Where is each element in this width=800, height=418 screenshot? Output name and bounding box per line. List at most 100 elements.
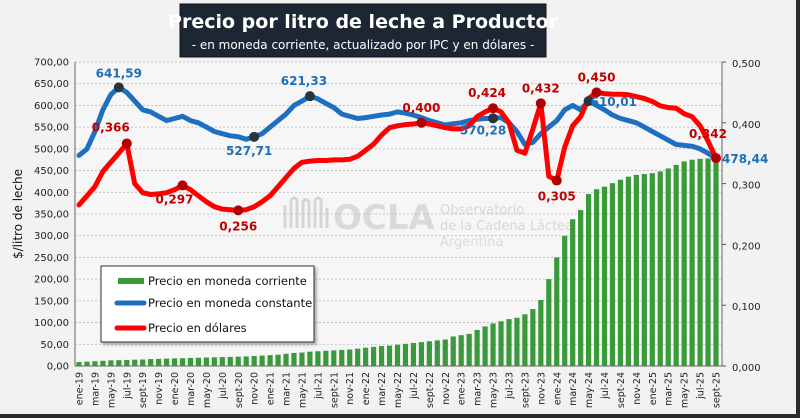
- bar-moneda-corriente: [323, 350, 329, 366]
- x-tick-label: sept-24: [616, 372, 627, 408]
- x-tick-label: sept-25: [712, 372, 723, 408]
- bar-moneda-corriente: [156, 358, 162, 366]
- data-label-dolares: 0,424: [468, 86, 506, 100]
- bar-moneda-corriente: [76, 362, 82, 366]
- y-right-tick-label: 0,000: [732, 363, 761, 374]
- x-tick-label: jul-21: [313, 372, 324, 400]
- x-tick-label: ene-25: [648, 372, 659, 405]
- bar-moneda-corriente: [625, 176, 632, 366]
- x-tick-label: mar-20: [186, 372, 197, 406]
- bar-moneda-corriente: [570, 219, 576, 366]
- bar-moneda-corriente: [514, 317, 520, 366]
- bar-moneda-corriente: [689, 159, 695, 366]
- data-label-dolares: 0,342: [689, 127, 727, 141]
- bar-moneda-corriente: [363, 347, 369, 366]
- bar-moneda-corriente: [124, 359, 130, 366]
- y-left-tick-label: 600,00: [34, 101, 69, 112]
- marker-dolares: [591, 87, 602, 98]
- ocla-watermark: OCLA Observatorio de la Cadena Láctea Ar…: [283, 196, 573, 250]
- bar-moneda-corriente: [426, 341, 432, 366]
- bar-moneda-corriente: [665, 168, 671, 366]
- data-label-moneda-constante: 527,71: [226, 144, 272, 158]
- x-tick-label: mar-24: [568, 372, 579, 406]
- x-tick-label: jul-24: [600, 372, 611, 400]
- bar-moneda-corriente: [148, 359, 154, 366]
- legend: Precio en moneda corriente Precio en mon…: [100, 265, 315, 343]
- bar-moneda-corriente: [347, 349, 353, 366]
- bar-moneda-corriente: [442, 339, 448, 366]
- bar-moneda-corriente: [410, 342, 417, 366]
- y-left-tick-label: 350,00: [34, 210, 69, 221]
- marker-dolares: [233, 205, 244, 216]
- data-label-dolares: 0,432: [522, 81, 560, 95]
- legend-swatch-corriente: [118, 278, 144, 284]
- bar-moneda-corriente: [546, 279, 552, 366]
- y-left-tick-label: 650,00: [34, 79, 69, 90]
- x-tick-label: ene-22: [361, 372, 372, 405]
- bar-moneda-corriente: [355, 348, 361, 366]
- bar-moneda-corriente: [434, 340, 440, 366]
- marker-moneda-constante: [583, 96, 594, 107]
- bar-moneda-corriente: [84, 361, 90, 366]
- y-left-tick-label: 300,00: [34, 231, 69, 242]
- y-left-tick-label: 700,00: [34, 58, 69, 69]
- bar-moneda-corriente: [522, 314, 528, 366]
- bar-moneda-corriente: [586, 194, 592, 366]
- bars-moneda-corriente: [76, 158, 719, 366]
- watermark-line1: Observatorio: [440, 203, 524, 218]
- bar-moneda-corriente: [331, 350, 337, 366]
- legend-label-corriente: Precio en moneda corriente: [148, 274, 307, 288]
- bar-moneda-corriente: [466, 333, 472, 366]
- bar-moneda-corriente: [394, 344, 401, 366]
- bar-moneda-corriente: [243, 356, 249, 366]
- x-tick-label: may-21: [297, 372, 308, 408]
- data-label-dolares: 0,400: [402, 101, 440, 115]
- bar-moneda-corriente: [339, 349, 345, 366]
- x-tick-label: may-24: [584, 372, 595, 408]
- bar-moneda-corriente: [132, 359, 138, 366]
- bar-moneda-corriente: [450, 336, 456, 366]
- bar-moneda-corriente: [490, 323, 496, 366]
- x-tick-label: nov-21: [345, 372, 356, 405]
- bar-moneda-corriente: [593, 189, 600, 366]
- bar-moneda-corriente: [554, 257, 560, 366]
- marker-dolares: [488, 103, 499, 114]
- chart-title: Precio por litro de leche a Productor: [168, 11, 559, 33]
- x-tick-label: nov-23: [536, 372, 547, 405]
- bar-moneda-corriente: [474, 329, 480, 366]
- data-label-dolares: 0,305: [538, 190, 576, 204]
- x-tick-label: mar-21: [282, 372, 293, 406]
- marker-moneda-constante: [304, 91, 315, 102]
- bar-moneda-corriente: [203, 357, 209, 366]
- y-right-tick-label: 0,400: [732, 120, 761, 131]
- bar-moneda-corriente: [227, 356, 233, 366]
- bar-moneda-corriente: [673, 164, 679, 366]
- marker-moneda-constante: [113, 82, 124, 93]
- x-tick-label: ene-21: [266, 372, 277, 405]
- x-tick-label: mar-23: [473, 372, 484, 406]
- marker-dolares: [535, 98, 546, 109]
- bar-moneda-corriente: [705, 158, 711, 366]
- x-tick-label: jul-23: [504, 372, 515, 400]
- bar-moneda-corriente: [386, 345, 393, 366]
- marker-dolares: [177, 180, 188, 191]
- bar-moneda-corriente: [299, 352, 305, 366]
- marker-dolares: [416, 117, 427, 128]
- x-tick-label: sept-21: [329, 372, 340, 408]
- bar-moneda-corriente: [562, 235, 568, 366]
- y-axis-label: $/litro de leche: [11, 169, 25, 259]
- bar-moneda-corriente: [418, 342, 424, 366]
- watermark-line2: de la Cadena Láctea: [440, 219, 573, 234]
- y-right-tick-label: 0,100: [732, 302, 761, 313]
- bar-moneda-corriente: [291, 352, 297, 366]
- x-tick-label: nov-22: [441, 372, 452, 405]
- x-tick-label: sept-20: [234, 372, 245, 408]
- y-left-tick-label: 400,00: [34, 188, 69, 199]
- x-tick-label: mar-19: [90, 372, 101, 406]
- bar-moneda-corriente: [641, 174, 647, 366]
- x-tick-label: ene-19: [75, 372, 86, 405]
- bar-moneda-corriente: [482, 326, 488, 366]
- bar-moneda-corriente: [657, 171, 663, 366]
- legend-label-dolares: Precio en dólares: [148, 321, 247, 335]
